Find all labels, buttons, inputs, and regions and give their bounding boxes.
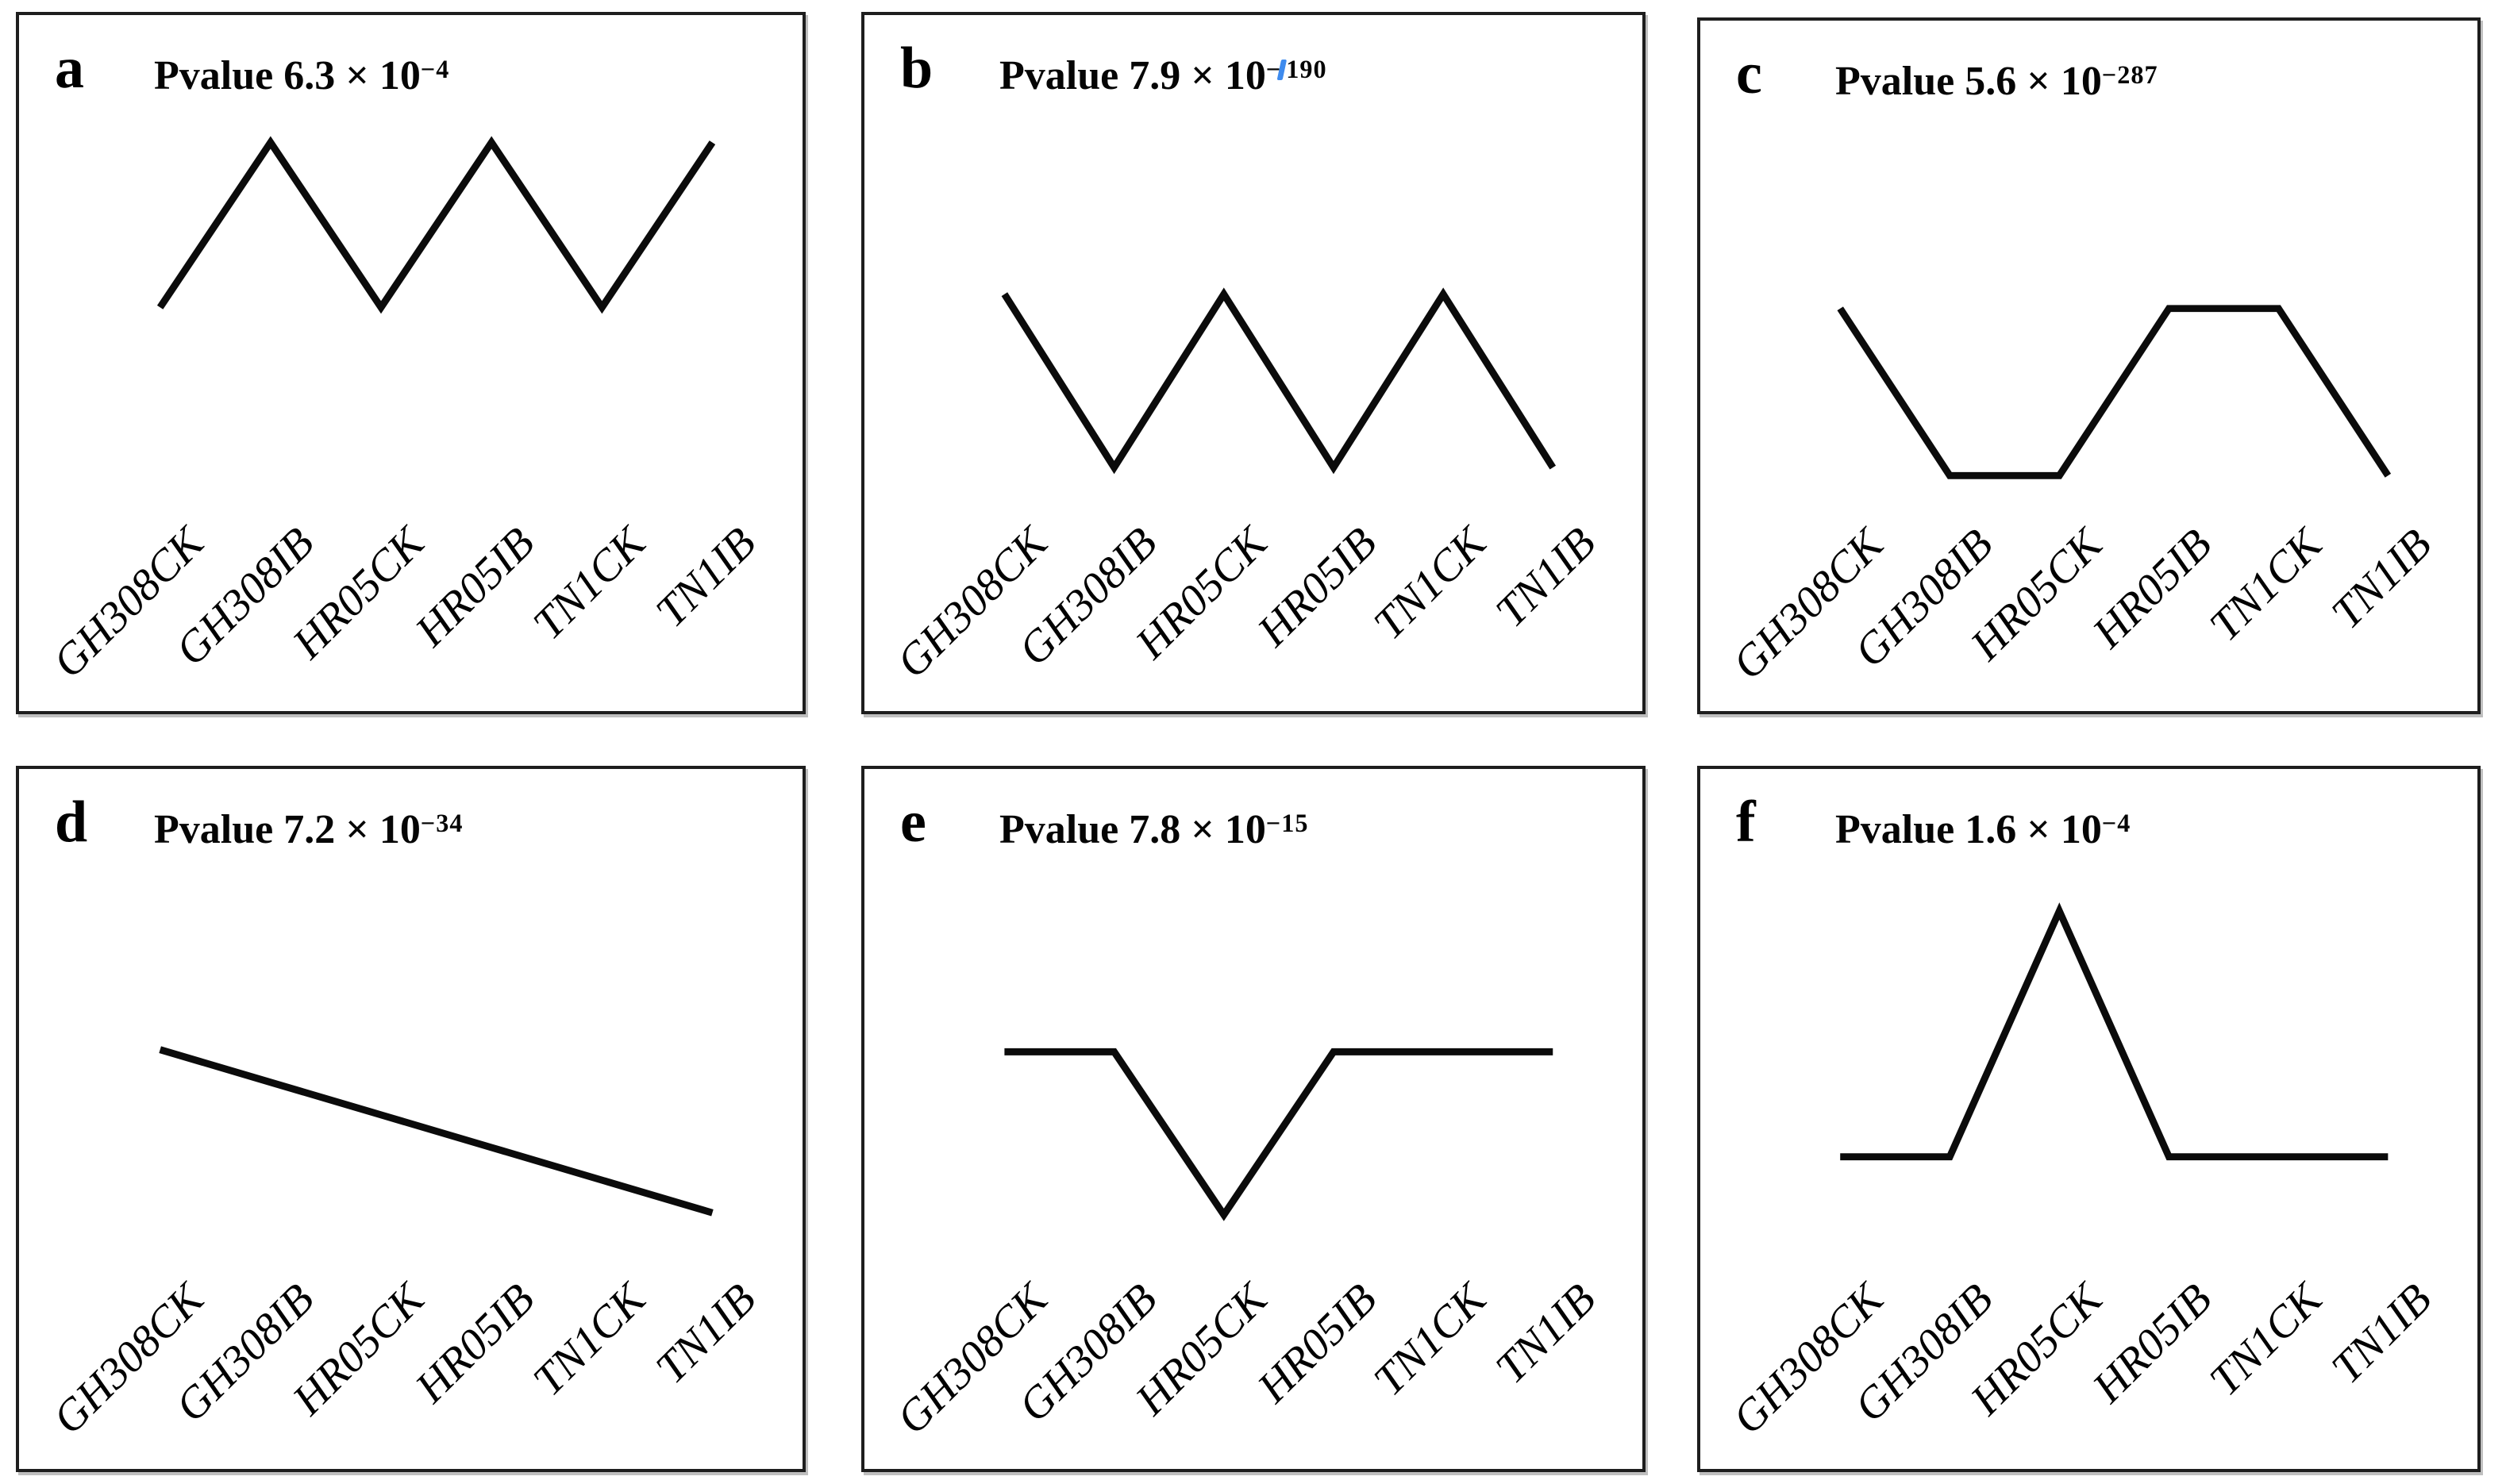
pvalue-title: Pvalue 1.6 × 10−4 bbox=[1835, 807, 2131, 852]
panel-letter: e bbox=[900, 790, 926, 855]
panel-a: a Pvalue 6.3 × 10−4 GH308CK GH308IB HR05CK… bbox=[16, 12, 806, 714]
pvalue-text: Pvalue 6.3 × 10 bbox=[154, 53, 421, 98]
panel-d: d Pvalue 7.2 × 10−34 GH308CK GH308IB HR05C… bbox=[16, 766, 806, 1472]
exponent-digits: 4 bbox=[436, 55, 450, 83]
panel-b: b Pvalue 7.9 × 10− 190 GH308CK GH308IB HR05… bbox=[861, 12, 1646, 714]
pvalue-title: Pvalue 5.6 × 10−287 bbox=[1835, 59, 2158, 104]
pvalue-title: Pvalue 7.8 × 10−15 bbox=[999, 807, 1308, 852]
pvalue-text: Pvalue 1.6 × 10 bbox=[1835, 807, 2102, 852]
pvalue-title: Pvalue 7.9 × 10− 190 bbox=[999, 53, 1327, 98]
panel-c: c Pvalue 5.6 × 10−287 GH308CK GH308IB HR05… bbox=[1697, 17, 2481, 714]
panel-letter: a bbox=[55, 36, 84, 101]
expression-line bbox=[159, 1046, 714, 1217]
exponent-minus: − bbox=[1265, 55, 1282, 83]
exponent-digits: 287 bbox=[2117, 60, 2158, 89]
expression-line bbox=[1840, 902, 2389, 1161]
line-chart bbox=[156, 136, 716, 314]
exponent-minus: − bbox=[1265, 809, 1282, 837]
panel-letter: b bbox=[900, 36, 933, 101]
exponent-digits: 190 bbox=[1286, 55, 1327, 83]
exponent-digits: 15 bbox=[1281, 809, 1309, 837]
pvalue-text: Pvalue 7.8 × 10 bbox=[999, 807, 1266, 852]
exponent-minus: − bbox=[420, 809, 437, 837]
exponent-minus: − bbox=[420, 55, 437, 83]
line-chart bbox=[1004, 1048, 1553, 1221]
exponent-minus: − bbox=[2101, 809, 2118, 837]
line-chart bbox=[1840, 902, 2389, 1161]
pvalue-title: Pvalue 6.3 × 10−4 bbox=[154, 53, 449, 98]
expression-line bbox=[1004, 1048, 1553, 1221]
expression-line bbox=[1837, 305, 2392, 479]
panel-letter: f bbox=[1736, 790, 1756, 855]
expression-line bbox=[156, 136, 716, 314]
line-chart bbox=[1837, 305, 2392, 479]
exponent-digits: 34 bbox=[436, 809, 464, 837]
exponent-digits: 4 bbox=[2117, 809, 2131, 837]
exponent-minus: − bbox=[2101, 60, 2118, 89]
panel-letter: c bbox=[1736, 41, 1762, 106]
pvalue-text: Pvalue 7.9 × 10 bbox=[999, 53, 1266, 98]
panel-letter: d bbox=[55, 790, 88, 855]
line-chart bbox=[1001, 287, 1557, 475]
pvalue-text: Pvalue 7.2 × 10 bbox=[154, 807, 421, 852]
pvalue-title: Pvalue 7.2 × 10−34 bbox=[154, 807, 463, 852]
expression-line bbox=[1001, 287, 1557, 475]
panel-f: f Pvalue 1.6 × 10−4 GH308CK GH308IB HR05CK… bbox=[1697, 766, 2481, 1472]
line-chart bbox=[159, 1046, 714, 1217]
panel-e: e Pvalue 7.8 × 10−15 GH308CK GH308IB HR05C… bbox=[861, 766, 1646, 1472]
pvalue-text: Pvalue 5.6 × 10 bbox=[1835, 59, 2102, 104]
